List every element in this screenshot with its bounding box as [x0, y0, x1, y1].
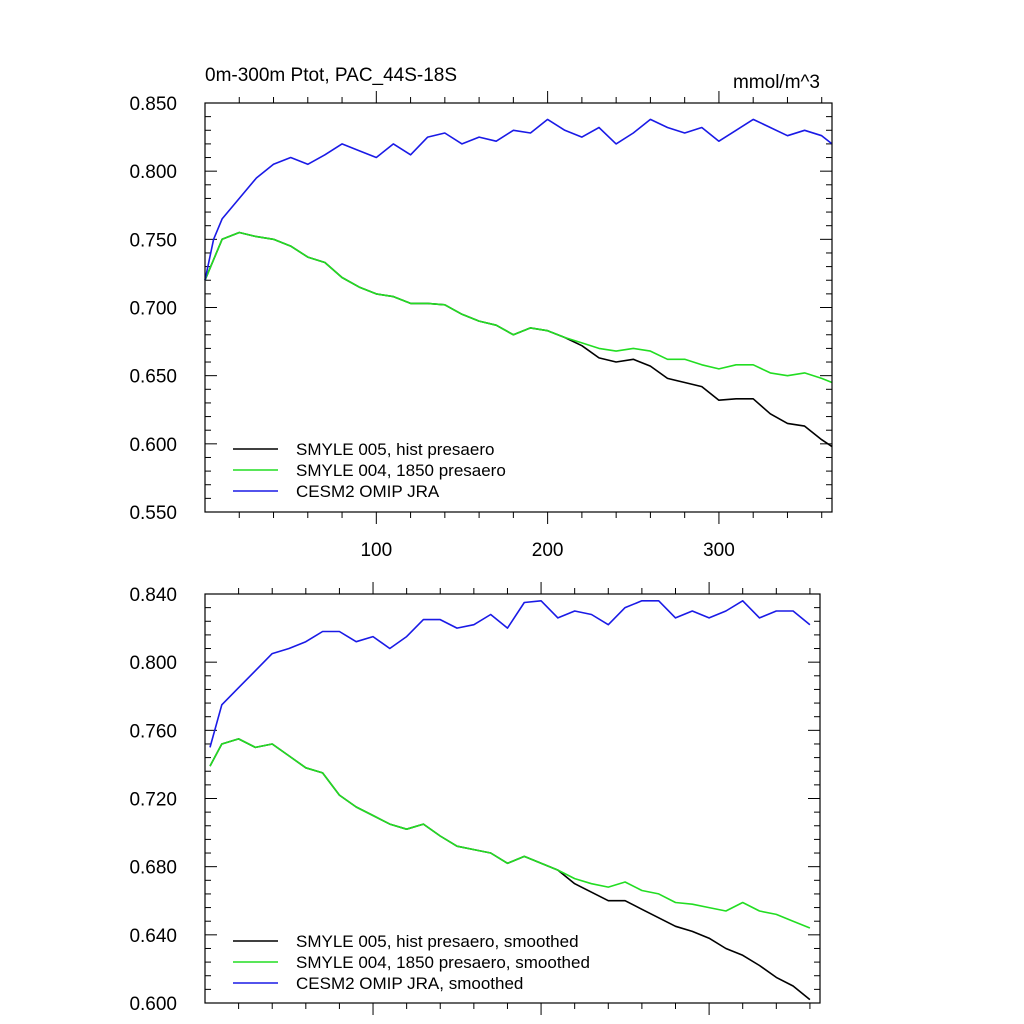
y-tick-label: 0.640: [129, 926, 177, 947]
y-tick-label: 0.550: [129, 503, 177, 524]
units-label: mmol/m^3: [733, 72, 820, 93]
x-tick-label: 100: [360, 540, 392, 561]
x-tick-label: 200: [532, 540, 564, 561]
legend-label: CESM2 OMIP JRA, smoothed: [296, 974, 523, 993]
bottom-panel: 0.600 0.640 0.680 0.720 0.760 0.800 0.840 SMYLE…: [129, 582, 821, 1015]
series-line-cesm2-omip-jra: [204, 118, 833, 281]
y-tick-label: 0.600: [129, 994, 177, 1015]
y-tick-label: 0.800: [129, 162, 177, 183]
y-tick-label: 0.700: [129, 299, 177, 320]
y-tick-label: 0.750: [129, 230, 177, 251]
series-line-smyle-004-1850-presaero: [204, 231, 833, 384]
legend-label: SMYLE 005, hist presaero: [296, 440, 494, 459]
plot-frame: [204, 593, 821, 1004]
y-tick-label: 0.850: [129, 94, 177, 115]
y-tick-label: 0.600: [129, 435, 177, 456]
legend-label: SMYLE 004, 1850 presaero: [296, 461, 506, 480]
y-tick-label: 0.650: [129, 367, 177, 388]
top-panel: 0.550 0.600 0.650 0.700 0.750 0.800 0.850 100 20…: [129, 91, 833, 561]
chart-title: 0m-300m Ptot, PAC_44S-18S: [205, 65, 457, 86]
y-tick-label: 0.840: [129, 585, 177, 606]
y-tick-label: 0.680: [129, 858, 177, 879]
x-tick-label: 300: [703, 540, 735, 561]
plot-frame: [204, 102, 833, 513]
legend-label: SMYLE 004, 1850 presaero, smoothed: [296, 953, 590, 972]
y-tick-label: 0.760: [129, 721, 177, 742]
legend-label: SMYLE 005, hist presaero, smoothed: [296, 932, 579, 951]
y-tick-label: 0.720: [129, 790, 177, 811]
series-line-cesm2-omip-jra-smoothed: [209, 599, 811, 748]
y-tick-label: 0.800: [129, 653, 177, 674]
series-line-smyle-004-1850-presaero-smoothed: [209, 738, 811, 929]
legend-label: CESM2 OMIP JRA: [296, 482, 440, 501]
series-line-smyle-005-hist-presaero: [204, 231, 833, 448]
